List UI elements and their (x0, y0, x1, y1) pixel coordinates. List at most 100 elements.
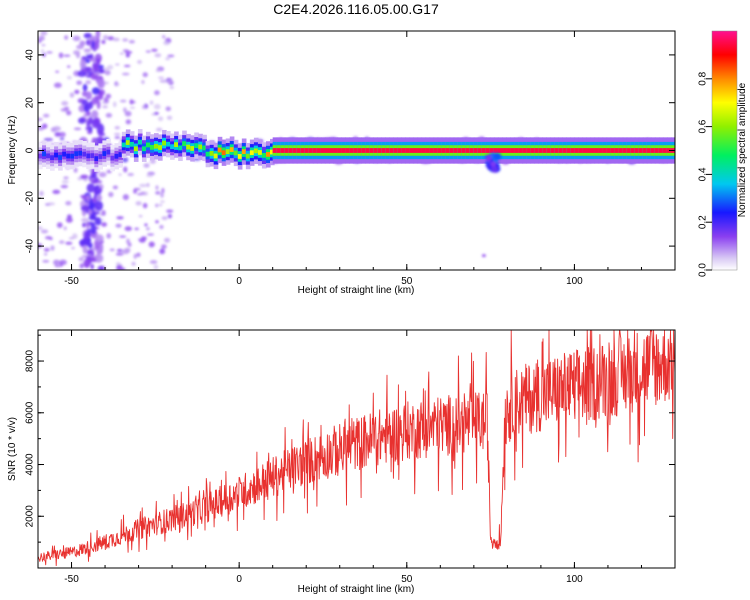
spectrogram-cell (320, 148, 326, 153)
spectrogram-cell (98, 172, 107, 178)
spectrogram-cell (42, 260, 50, 263)
spectrogram-cell (149, 144, 155, 150)
spectrogram-cell (155, 203, 159, 208)
spectrogram-cell (58, 131, 66, 138)
spectrogram-cell (389, 148, 394, 153)
spectrogram-cell (650, 148, 656, 153)
spectrogram-cell (91, 118, 100, 129)
spectrogram-y-label: Frequency (Hz) (7, 116, 18, 185)
spectrogram-cell (65, 217, 73, 223)
spectrogram-cell (97, 265, 106, 270)
spectrogram-cell (141, 146, 147, 152)
spectrogram-cell (112, 185, 118, 190)
spectrogram-cell (104, 70, 111, 76)
spectrogram-cell (46, 153, 51, 159)
spectrogram-cell (530, 148, 535, 153)
spectrogram-cell (308, 148, 314, 153)
spectrogram-cell (97, 78, 105, 89)
spectrogram-cell (578, 148, 584, 153)
snr-y-tick-label: 8000 (25, 349, 36, 372)
spectrogram-cell (91, 179, 98, 184)
spectrogram-cell (345, 148, 350, 153)
spectrogram-cell (94, 217, 102, 226)
spectrogram-cell (457, 148, 463, 153)
spectrogram-cell (128, 39, 135, 44)
spectrogram-cell (59, 259, 67, 266)
spectrogram-cell (86, 194, 91, 203)
spectrogram-cell (72, 35, 81, 42)
spectrogram-cell (481, 148, 487, 153)
spectrogram-cell (38, 35, 45, 41)
spectrogram-cell (261, 152, 267, 158)
spectrogram-cell (154, 143, 159, 149)
spectrogram-cell (40, 229, 49, 234)
spectrogram-cell (69, 92, 75, 98)
spectrogram-cell (98, 154, 103, 159)
spectrogram-cell (43, 113, 50, 118)
spectrogram-cell (137, 238, 145, 241)
spectrogram-cell (162, 34, 166, 39)
spectrogram-cell (493, 148, 499, 153)
snr-line-layer (38, 330, 675, 567)
spectrogram-cell (115, 63, 120, 66)
spectrogram-cell (63, 176, 69, 180)
spectrogram-cell (304, 148, 310, 153)
spectrogram-cell (135, 201, 142, 206)
spectrogram-cell (417, 148, 423, 153)
spectrogram-cell (127, 172, 134, 177)
spectrogram-cell (634, 148, 640, 153)
spectrogram-cell (102, 67, 110, 71)
spectrogram-cell (166, 79, 174, 84)
spectrogram-cell (161, 187, 165, 194)
spectrogram-cell (125, 53, 130, 58)
spectrogram-cell (461, 148, 467, 153)
spectrogram-cell (133, 253, 137, 260)
spectrogram-cell (237, 154, 243, 159)
spectrogram-cell (630, 148, 636, 153)
spectrogram-cell (42, 151, 47, 157)
spectrogram-cell (142, 105, 146, 110)
spectrogram-cell (40, 31, 48, 36)
spectrogram-cell (124, 50, 133, 54)
spectrogram-cell (514, 148, 519, 153)
spectrogram-y-tick-label: 40 (25, 49, 36, 61)
spectrogram-cell (101, 222, 108, 227)
spectrogram-cell (105, 93, 112, 99)
spectrogram-cell (102, 151, 107, 156)
spectrogram-cell (73, 50, 81, 55)
spectrogram-cell (385, 148, 390, 153)
spectrogram-cell (66, 110, 72, 116)
spectrogram-cell (166, 209, 174, 213)
spectrogram-cell (662, 148, 668, 153)
spectrogram-cell (86, 111, 91, 117)
spectrogram-cell (63, 54, 71, 57)
spectrogram-cell (153, 103, 161, 110)
spectrogram-cell (542, 148, 547, 153)
spectrogram-cell (131, 261, 136, 266)
spectrogram-cell (149, 100, 154, 105)
spectrogram-cell (104, 97, 109, 103)
spectrogram-cell (46, 51, 53, 54)
spectrogram-cell (159, 248, 166, 255)
spectrogram-cell (86, 153, 91, 159)
spectrogram-cell (107, 36, 115, 41)
spectrogram-cell (646, 148, 652, 153)
spectrogram-cell (381, 148, 386, 153)
spectrogram-cell (598, 148, 604, 153)
spectrogram-cell (441, 148, 447, 153)
spectrogram-cell (90, 263, 94, 270)
spectrogram-cell (42, 123, 48, 129)
spectrogram-cell (154, 111, 159, 115)
spectrogram-cell (40, 49, 45, 53)
spectrogram-cell (272, 148, 278, 153)
spectrogram-cell (137, 60, 142, 64)
spectrogram-cell (296, 148, 302, 153)
spectrogram-cell (118, 173, 122, 176)
spectrogram-cell (167, 214, 173, 219)
snr-series-line (38, 330, 675, 567)
spectrogram-cell (56, 222, 63, 228)
spectrogram-cell (300, 148, 306, 153)
spectrogram-y-axis: -40 -20 0 20 40 (25, 30, 675, 271)
spectrogram-cell (94, 253, 104, 263)
spectrogram-cell (205, 151, 211, 157)
